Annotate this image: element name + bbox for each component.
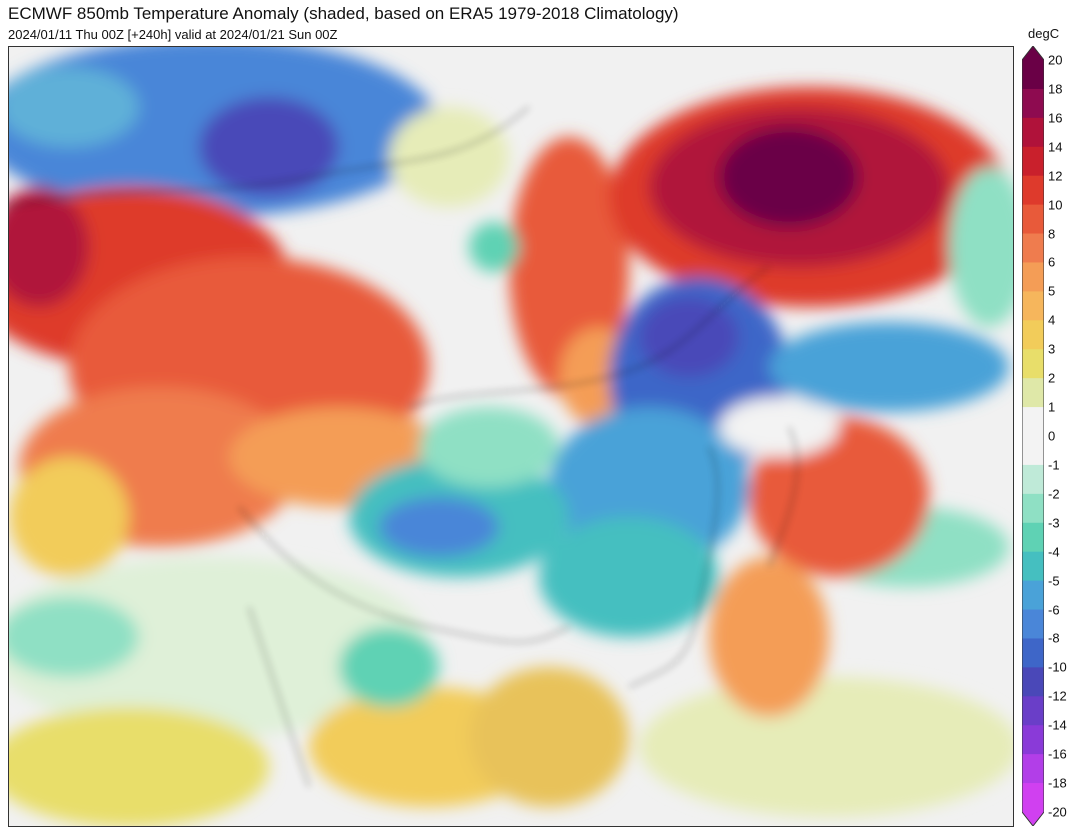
colorbar-segment: [1022, 262, 1044, 292]
colorbar-tick-label: 6: [1048, 254, 1056, 270]
map-title: ECMWF 850mb Temperature Anomaly (shaded,…: [8, 4, 679, 23]
mild-warm-southeast-asia: [469, 667, 629, 807]
colorbar-tick-label: 2: [1048, 370, 1056, 386]
colorbar-segment: [1022, 580, 1044, 611]
colorbar-segment: [1022, 638, 1044, 668]
colorbar-tick-label: 12: [1048, 168, 1063, 184]
colorbar-segment: [1022, 522, 1044, 553]
colorbar-segment: [1022, 725, 1044, 755]
colorbar-segment: [1022, 291, 1044, 321]
colorbar-tick-label: -20: [1048, 804, 1067, 820]
colorbar-segment: [1022, 146, 1044, 177]
colorbar-segment: [1022, 493, 1044, 524]
colorbar-tick-label: -3: [1048, 515, 1060, 531]
neutral-south-asia: [9, 557, 429, 737]
colorbar-tick-label: 10: [1048, 197, 1063, 213]
colorbar-tick-label: 16: [1048, 110, 1063, 126]
colorbar-tick-label: -1: [1048, 457, 1060, 473]
colorbar-segment: [1022, 783, 1044, 813]
colorbar-bottom-arrow: [1022, 812, 1044, 826]
colorbar: [1022, 46, 1044, 826]
colorbar-segment: [1022, 175, 1044, 206]
colorbar-tick-label: 3: [1048, 341, 1056, 357]
colorbar-top-arrow: [1022, 46, 1044, 60]
colorbar-tick-label: -5: [1048, 573, 1060, 589]
colorbar-segment: [1022, 60, 1044, 90]
colorbar-tick-label: -12: [1048, 688, 1067, 704]
colorbar-unit: degC: [1028, 26, 1060, 41]
colorbar-segment: [1022, 667, 1044, 697]
colorbar-segment: [1022, 754, 1044, 784]
colorbar-segment: [1022, 320, 1044, 350]
colorbar-tick-label: -8: [1048, 630, 1060, 646]
colorbar-segment: [1022, 378, 1044, 408]
colorbar-tick-label: 0: [1048, 428, 1056, 444]
colorbar-tick-label: 14: [1048, 139, 1063, 155]
colorbar-segment: [1022, 349, 1044, 379]
colorbar-tick-label: -6: [1048, 602, 1060, 618]
colorbar-tick-label: 1: [1048, 399, 1056, 415]
colorbar-tick-label: -10: [1048, 659, 1067, 675]
colorbar-segment: [1022, 609, 1044, 639]
warm-anomaly-east-siberia-core: [719, 127, 859, 227]
colorbar-segment: [1022, 233, 1044, 263]
colorbar-tick-label: -14: [1048, 717, 1067, 733]
colorbar-tick-label: -4: [1048, 544, 1060, 560]
colorbar-segment: [1022, 407, 1044, 437]
colorbar-tick-label: 20: [1048, 52, 1063, 68]
colorbar-segment: [1022, 551, 1044, 582]
colorbar-tick-label: 8: [1048, 226, 1056, 242]
warm-anomaly-japan: [749, 417, 929, 577]
anomaly-map: [8, 46, 1014, 827]
colorbar-tick-label: 18: [1048, 81, 1063, 97]
colorbar-tick-label: -16: [1048, 746, 1067, 762]
colorbar-segment: [1022, 464, 1044, 495]
colorbar-segment: [1022, 696, 1044, 726]
colorbar-tick-label: 4: [1048, 312, 1056, 328]
colorbar-segment: [1022, 204, 1044, 235]
colorbar-segment: [1022, 436, 1044, 466]
colorbar-tick-label: 5: [1048, 283, 1056, 299]
map-subtitle: 2024/01/11 Thu 00Z [+240h] valid at 2024…: [8, 27, 338, 42]
colorbar-segment: [1022, 117, 1044, 148]
colorbar-tick-label: -2: [1048, 486, 1060, 502]
colorbar-segment: [1022, 88, 1044, 119]
colorbar-tick-label: -18: [1048, 775, 1067, 791]
